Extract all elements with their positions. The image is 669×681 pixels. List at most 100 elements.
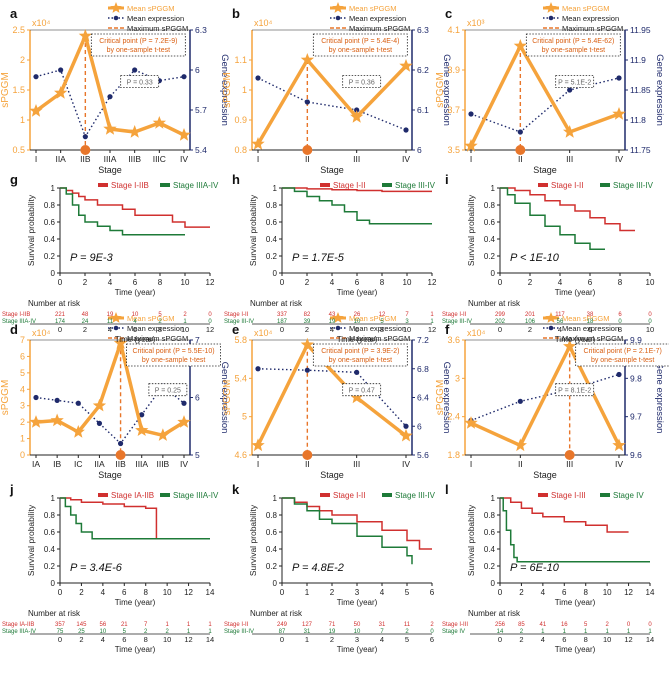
risk-cell: 1 <box>208 629 212 635</box>
risk-x-tick-label: 14 <box>206 635 214 644</box>
risk-x-tick-label: 8 <box>380 325 384 334</box>
y2-tick-label: 11.8 <box>630 115 646 125</box>
spggm-star <box>399 428 413 442</box>
mean-expression-line <box>470 77 620 133</box>
y2-tick-label: 6.8 <box>417 364 429 374</box>
y-tick-label: 0 <box>51 269 56 278</box>
expression-point <box>75 400 81 406</box>
pvalue-label: P = 4.8E-2 <box>292 562 344 574</box>
expression-point <box>616 75 622 81</box>
y2-tick-label: 6 <box>195 65 200 75</box>
y-tick-label: 0.6 <box>266 528 278 537</box>
expression-point <box>139 412 145 418</box>
x-tick-label: 0 <box>58 278 63 287</box>
x-tick-label: 1 <box>305 588 310 597</box>
risk-row-label: Stage III-IV <box>224 629 254 635</box>
legend-max-label: Maximum sPGGM <box>349 334 410 343</box>
risk-cell: 1 <box>648 629 652 635</box>
survival-curve <box>60 497 210 540</box>
y-tick-label: 3 <box>455 373 460 383</box>
pvalue-box <box>342 383 382 397</box>
x-tick-label: IV <box>180 459 188 469</box>
survival-curve <box>60 187 210 228</box>
legend-spggm-star <box>110 312 122 323</box>
risk-row-label: Stage IA-IIB <box>2 622 34 628</box>
y-tick-label: 1 <box>51 494 56 503</box>
y-tick-label: 2.5 <box>12 25 25 35</box>
y-tick-label: 3 <box>20 401 25 411</box>
risk-cell: 19 <box>107 312 114 318</box>
y-tick-label: 0.8 <box>44 201 56 210</box>
risk-cell: 187 <box>277 319 288 325</box>
survival-curve <box>60 497 210 540</box>
risk-x-tick-label: 2 <box>305 325 309 334</box>
y2-tick-label: 5 <box>195 450 200 460</box>
risk-cell: 0 <box>648 319 652 325</box>
mean-spggm-line <box>470 344 621 448</box>
y-tick-label: 0.4 <box>44 545 56 554</box>
x-axis-title: Stage <box>533 165 557 175</box>
risk-x-tick-label: 3 <box>355 635 359 644</box>
spggm-star <box>350 110 364 123</box>
risk-x-tick-label: 4 <box>380 635 384 644</box>
spggm-star <box>29 415 43 428</box>
survival-curve <box>282 187 432 193</box>
spggm-star <box>29 104 43 117</box>
y-axis-title: Survival probability <box>466 194 476 266</box>
y-multiplier: x10⁴ <box>32 18 51 28</box>
legend-expr-dot <box>548 325 554 331</box>
y-axis-title: sPGGM <box>222 72 233 108</box>
legend-expr-label: Mean expression <box>127 14 184 23</box>
critical-point-text: Critical point (P = 5.4E-62) <box>532 38 614 45</box>
risk-cell: 21 <box>121 622 128 628</box>
y-multiplier: x10⁴ <box>254 328 273 338</box>
spggm-star <box>513 39 527 52</box>
y-tick-label: 1 <box>20 115 25 125</box>
x-tick-label: 8 <box>143 588 148 597</box>
y-tick-label: 0.4 <box>484 235 496 244</box>
legend-swatch <box>382 183 392 187</box>
x-tick-label: III <box>353 154 360 164</box>
spggm-star <box>128 125 142 138</box>
risk-table-title: Number at risk <box>28 299 81 308</box>
expression-point <box>255 75 261 81</box>
risk-cell: 18 <box>587 319 594 325</box>
x-tick-label: 12 <box>184 588 193 597</box>
y-tick-label: 3.9 <box>447 65 460 75</box>
y2-tick-label: 9.7 <box>630 412 642 422</box>
legend-expr-label: Mean expression <box>562 324 619 333</box>
expression-point <box>354 107 360 113</box>
expression-point <box>117 440 124 447</box>
expression-point <box>33 394 39 401</box>
x-tick-label: IV <box>402 459 410 469</box>
expression-point <box>181 74 187 80</box>
x-tick-label: 8 <box>618 278 623 287</box>
y-tick-label: 6 <box>20 351 25 361</box>
legend-swatch <box>160 183 170 187</box>
risk-cell: 2 <box>165 629 169 635</box>
y-tick-label: 0 <box>51 579 56 588</box>
legend-swatch <box>320 493 330 497</box>
risk-x-tick-label: 8 <box>158 325 162 334</box>
risk-cell: 10 <box>354 629 361 635</box>
risk-cell: 19 <box>329 629 336 635</box>
y2-tick-label: 6.3 <box>195 25 207 35</box>
y2-tick-label: 6.1 <box>417 105 429 115</box>
risk-x-tick-label: 12 <box>206 325 214 334</box>
legend-spggm-label: Mean sPGGM <box>127 314 175 323</box>
critical-point-marker <box>564 450 575 460</box>
risk-x-tick-label: 2 <box>79 635 83 644</box>
spggm-star <box>350 390 364 404</box>
risk-x-axis-title: Time (year) <box>337 335 378 344</box>
panel-letter: b <box>232 6 240 21</box>
y-axis-title: Survival probability <box>466 504 476 576</box>
panel-letter: j <box>9 482 14 497</box>
legend-label: Stage I-II <box>333 491 365 500</box>
legend-swatch <box>98 493 108 497</box>
risk-cell: 16 <box>561 622 568 628</box>
risk-x-tick-label: 8 <box>144 635 148 644</box>
x-tick-label: IV <box>615 154 623 164</box>
legend-spggm-label: Mean sPGGM <box>127 4 175 13</box>
